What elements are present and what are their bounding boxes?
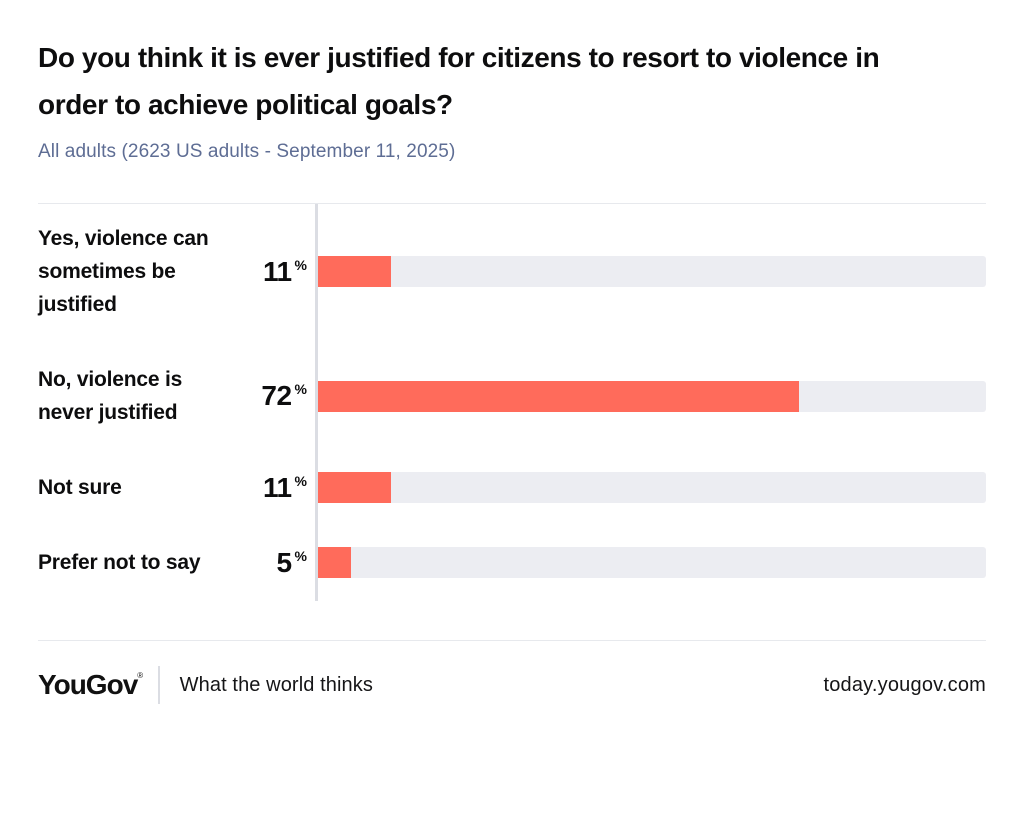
value-number: 11 (262, 471, 292, 503)
bar-fill (318, 256, 392, 287)
axis-baseline (315, 204, 318, 601)
percent-sign: % (294, 256, 307, 273)
bar-row: Not sure 11% (38, 471, 986, 504)
value-number: 5 (276, 546, 292, 578)
category-label: Prefer not to say (38, 551, 201, 574)
percent-sign: % (294, 381, 307, 397)
registered-trademark-icon: ® (137, 671, 143, 680)
percent-sign: % (294, 472, 307, 489)
value-label: 11% (238, 256, 316, 288)
bar-fill (318, 472, 392, 503)
bar-track (318, 472, 986, 503)
top-divider (38, 203, 986, 204)
chart-title: Do you think it is ever justified for ci… (38, 42, 880, 120)
percent-sign: % (294, 547, 307, 564)
bar-chart: Yes, violence can sometimes be justified… (38, 204, 986, 601)
chart-card: Do you think it is ever justified for ci… (0, 34, 1024, 704)
bar-rows: Yes, violence can sometimes be justified… (38, 222, 986, 579)
category-label: No, violence is never justified (38, 368, 183, 424)
footer-tagline: What the world thinks (179, 673, 373, 696)
footer-url: today.yougov.com (823, 673, 986, 696)
footer-divider (158, 666, 160, 704)
value-label: 5% (238, 547, 316, 579)
chart-subtitle: All adults (2623 US adults - September 1… (38, 141, 456, 162)
bar-row: Prefer not to say 5% (38, 546, 986, 579)
bar-row: No, violence is never justified 72% (38, 363, 986, 429)
category-label: Not sure (38, 476, 122, 499)
bar-fill (318, 380, 799, 412)
value-number: 11 (262, 255, 292, 287)
bar-fill (318, 547, 352, 578)
bottom-divider (38, 640, 986, 641)
footer: YouGov® What the world thinks today.youg… (38, 666, 986, 704)
yougov-logo: YouGov® (38, 669, 143, 700)
value-number: 72 (261, 380, 292, 411)
value-label: 11% (238, 472, 316, 504)
bar-track (318, 256, 986, 287)
category-label: Yes, violence can sometimes be justified (38, 227, 209, 316)
bar-track (318, 380, 986, 412)
bar-track (318, 547, 986, 578)
bar-row: Yes, violence can sometimes be justified… (38, 222, 986, 321)
value-label: 72% (238, 380, 316, 412)
